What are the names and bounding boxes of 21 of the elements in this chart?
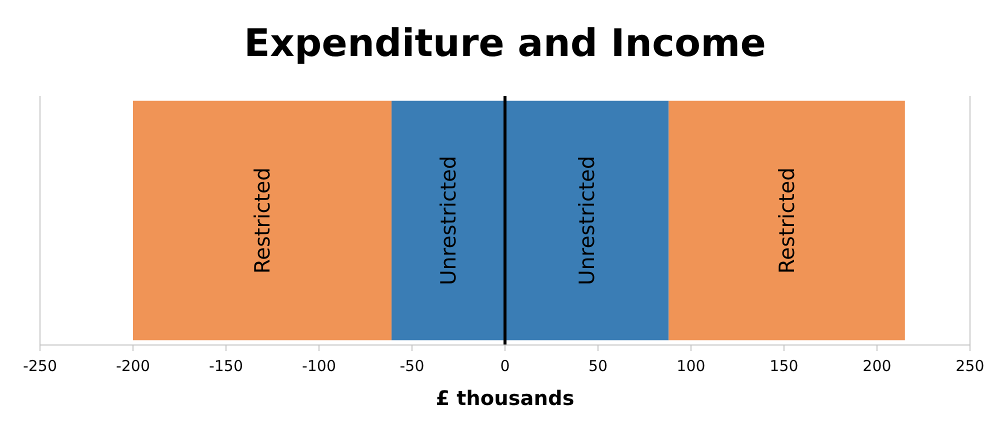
- x-tick-label: 250: [956, 357, 984, 375]
- chart-title: Expenditure and Income: [244, 21, 766, 65]
- x-tick-label: 150: [770, 357, 798, 375]
- series-label: Restricted: [250, 167, 274, 274]
- x-tick-label: -100: [302, 357, 336, 375]
- x-tick-label: -250: [22, 357, 58, 375]
- bar: [668, 100, 905, 340]
- x-tick-label: -50: [400, 357, 424, 375]
- x-axis-title: £ thousands: [436, 386, 574, 410]
- x-tick-label: 0: [500, 357, 510, 375]
- bar: [133, 100, 392, 340]
- series-label: Unrestricted: [436, 156, 460, 286]
- bar: [392, 100, 505, 340]
- x-tick-label: -150: [208, 357, 244, 375]
- bar: [505, 100, 669, 340]
- x-tick-label: 50: [588, 357, 608, 375]
- x-tick-label: 100: [676, 357, 706, 375]
- series-label: Unrestricted: [574, 156, 599, 286]
- series-label: Restricted: [774, 167, 799, 274]
- x-tick-label: -200: [116, 357, 150, 375]
- x-tick-label: 200: [862, 357, 892, 375]
